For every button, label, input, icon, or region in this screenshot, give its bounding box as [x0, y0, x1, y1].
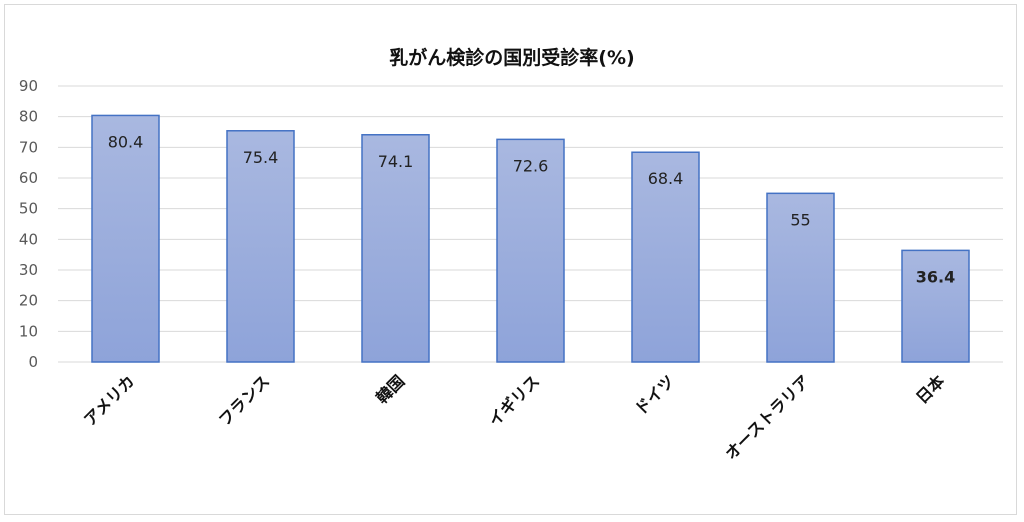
- y-tick-label: 50: [19, 200, 38, 218]
- data-label: 75.4: [243, 148, 279, 167]
- data-label: 72.6: [513, 156, 549, 175]
- data-label: 74.1: [378, 152, 414, 171]
- bar: [226, 130, 295, 363]
- bar: [91, 114, 160, 363]
- bars: [91, 114, 970, 363]
- x-tick-label: 韓国: [372, 371, 408, 407]
- gridlines: [58, 85, 1003, 363]
- bar: [766, 192, 835, 363]
- bar: [901, 249, 970, 363]
- y-tick-label: 0: [28, 353, 38, 371]
- y-axis-ticks: 0 10 20 30 40 50 60 70 80 90: [19, 77, 38, 371]
- y-tick-label: 20: [19, 292, 38, 310]
- y-tick-label: 30: [19, 261, 38, 279]
- y-tick-label: 90: [19, 77, 38, 95]
- x-tick-label: イギリス: [485, 371, 544, 430]
- y-tick-label: 80: [19, 108, 38, 126]
- bar: [496, 138, 565, 363]
- x-tick-label: ドイツ: [631, 371, 678, 418]
- bar: [631, 151, 700, 363]
- x-axis-ticks: アメリカ フランス 韓国 イギリス ドイツ オーストラリア 日本: [80, 371, 948, 463]
- y-tick-label: 70: [19, 138, 38, 156]
- y-tick-label: 60: [19, 169, 38, 187]
- x-tick-label: アメリカ: [80, 371, 138, 429]
- data-label: 68.4: [648, 169, 684, 188]
- y-tick-label: 40: [19, 230, 38, 248]
- data-label: 36.4: [916, 267, 955, 286]
- y-tick-label: 10: [19, 322, 38, 340]
- data-labels: 80.4 75.4 74.1 72.6 68.4 55 36.4: [108, 132, 956, 286]
- data-label: 80.4: [108, 132, 144, 151]
- x-tick-label: 日本: [912, 371, 948, 407]
- x-tick-label: フランス: [215, 371, 273, 429]
- x-tick-label: オーストラリア: [721, 371, 813, 463]
- data-label: 55: [790, 210, 810, 229]
- bar: [361, 134, 430, 363]
- chart-title: 乳がん検診の国別受診率(%): [389, 46, 634, 69]
